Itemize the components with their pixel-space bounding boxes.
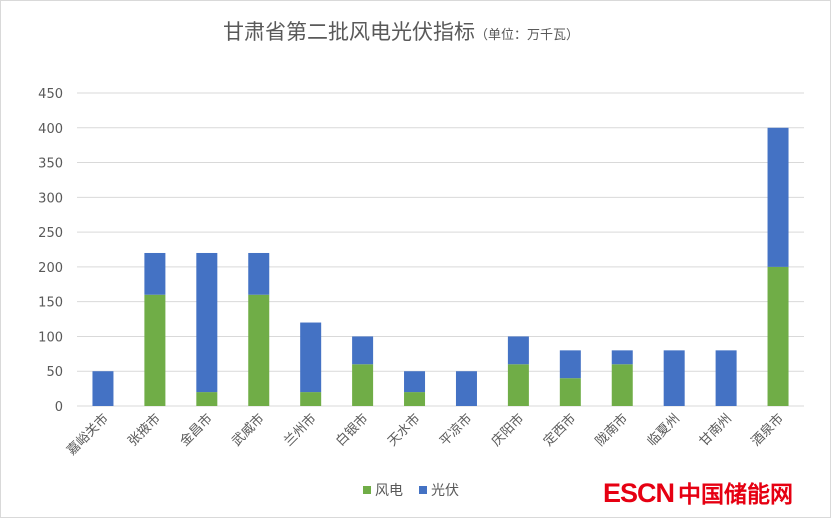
bar-segment <box>300 322 322 393</box>
chart-title: 甘肃省第二批风电光伏指标（单位：万千瓦） <box>223 20 579 44</box>
legend-swatch <box>419 486 427 494</box>
bar-segment <box>92 371 114 406</box>
x-tick-label: 酒泉市 <box>748 411 787 450</box>
bar-segment <box>300 392 322 406</box>
y-tick-label: 300 <box>38 191 63 206</box>
escn-watermark-logo: ESCN 中国储能网 <box>603 478 794 508</box>
x-tick-label: 甘南州 <box>696 411 735 450</box>
y-tick-label: 50 <box>46 365 63 380</box>
x-tick-label: 张掖市 <box>125 411 164 450</box>
y-tick-label: 100 <box>38 330 63 345</box>
bar-segment <box>144 294 166 406</box>
bar-segment <box>715 350 737 406</box>
legend-swatch <box>363 486 371 494</box>
bar-segment <box>248 252 270 295</box>
x-tick-label: 定西市 <box>540 411 579 450</box>
x-tick-label: 平凉市 <box>436 411 475 450</box>
x-tick-label: 兰州市 <box>281 411 320 450</box>
y-tick-label: 150 <box>38 296 63 311</box>
y-tick-label: 0 <box>55 400 63 415</box>
y-tick-label: 450 <box>38 87 63 102</box>
bar-segment <box>352 336 374 365</box>
y-tick-label: 200 <box>38 261 63 276</box>
x-tick-label: 金昌市 <box>177 411 216 450</box>
bar-segment <box>196 392 218 406</box>
bar-segment <box>144 252 166 295</box>
bar-segment <box>767 266 789 406</box>
bar-segment <box>404 371 426 393</box>
bar-segment <box>196 252 218 393</box>
bar-segment <box>559 350 581 379</box>
bar-segment <box>455 371 477 406</box>
bar-segment <box>352 364 374 406</box>
bar-segment <box>507 336 529 365</box>
bar-segment <box>404 392 426 406</box>
x-tick-label: 白银市 <box>333 411 372 450</box>
x-tick-label: 陇南市 <box>592 411 631 450</box>
bar-segment <box>248 294 270 406</box>
bar-segment <box>559 378 581 406</box>
x-tick-label: 天水市 <box>384 411 423 450</box>
y-tick-label: 400 <box>38 122 63 137</box>
legend-label: 光伏 <box>431 483 459 499</box>
y-tick-label: 250 <box>38 226 63 241</box>
bar-segment <box>663 350 685 406</box>
y-tick-label: 350 <box>38 157 63 172</box>
x-tick-label: 武威市 <box>229 411 268 450</box>
x-tick-label: 临夏州 <box>645 411 683 449</box>
bar-segment <box>507 364 529 406</box>
bar-segment <box>611 364 633 406</box>
bar-segment <box>611 350 633 365</box>
x-tick-label: 嘉峪关市 <box>64 411 112 459</box>
legend-label: 风电 <box>375 483 403 499</box>
x-tick-label: 庆阳市 <box>488 411 527 450</box>
bar-segment <box>767 127 789 267</box>
